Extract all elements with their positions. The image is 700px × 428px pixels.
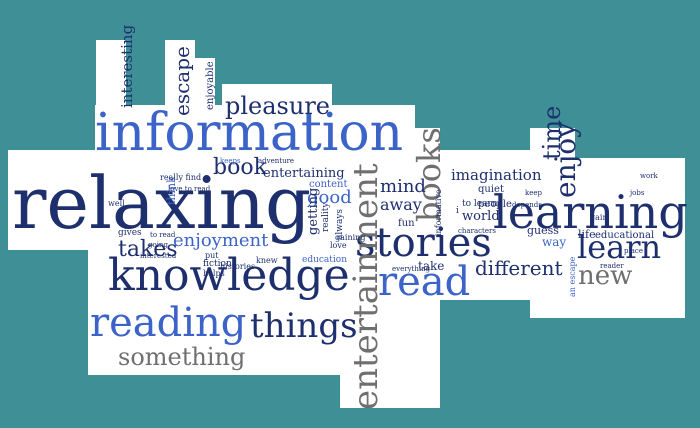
word-entertainment: entertainment [346,163,386,410]
word-jobs: jobs [629,189,645,197]
cloud-background [8,40,685,408]
word-love-to-read: love to read [168,185,211,193]
word-really-find: really find [160,173,201,182]
word-everything: everything [392,265,431,273]
word-i: i [456,206,459,216]
word-time: time [538,106,566,160]
word-keep: keep [525,189,543,197]
word-escape: escape [170,46,194,116]
word-getting: getting [306,188,321,235]
word-to-learn: to learn [462,199,498,209]
word-love: love [330,241,347,250]
word-adventure: adventure [258,157,294,165]
word-enjoyable: enjoyable [205,61,216,110]
word-fiction: fiction [203,259,232,269]
word-going: going [148,241,168,249]
word-interested: interested [140,252,177,260]
word-way: way [542,235,566,249]
word-always: always [335,209,345,240]
word-think: think [165,176,178,205]
word-information: information [95,103,403,163]
word-mind: mind [380,176,426,197]
word-education: education [302,255,347,265]
word-good: good [307,187,352,208]
word-quiet: quiet [478,184,504,195]
word-book: book [213,155,268,180]
word-learn: learn [577,228,661,266]
word-put: put [205,251,219,260]
word-take: take [418,259,444,273]
word-books: books [410,127,448,222]
word-reading: reading [90,300,246,346]
word-learning: learning [493,185,688,239]
word-imagination: imagination [451,166,542,184]
word-relaxing: relaxing [12,161,311,245]
word-guess: guess [527,224,559,237]
word-pleasure: pleasure [225,92,330,120]
word-knowledge: knowledge [108,250,350,301]
word-gives: gives [118,228,142,238]
word-different: different [475,256,563,280]
word-entertaining: entertaining [263,166,345,181]
word-place: place [624,247,643,255]
word-fun: fun [398,218,415,229]
word-reality: reality [321,202,331,232]
word-histories: histories [220,262,255,271]
word-informative: informative [434,189,443,236]
word-educational: educational [595,230,654,241]
word-enjoyment: enjoyment [173,230,269,251]
word-an-escape: an escape [568,256,577,297]
word-life: life [578,228,596,241]
word-something: something [118,343,245,371]
word-characters: characters [458,227,496,235]
word-new: new [578,261,632,291]
word-interesting: interesting [118,24,136,108]
word-gaining: gaining [335,233,365,242]
word-people: people [478,199,512,210]
word-to-read: to read [150,231,176,239]
word-reader: reader [600,262,624,270]
word-stories: stories [355,220,492,266]
word-read: read [378,259,470,305]
word-enjoy: enjoy [549,122,582,198]
word-takes: takes [118,237,178,262]
word-gain: gain [590,213,608,222]
word-depends: depends [512,201,542,209]
word-away: away [380,195,422,214]
word-things: things [250,306,358,346]
word-world: world [462,209,500,224]
word-keeps: keeps [220,157,241,165]
word-work: work [640,172,659,180]
word-helps: helps [203,269,225,278]
word-content: content [309,179,347,190]
word-well: well [108,199,125,208]
word-knew: knew [256,256,278,265]
